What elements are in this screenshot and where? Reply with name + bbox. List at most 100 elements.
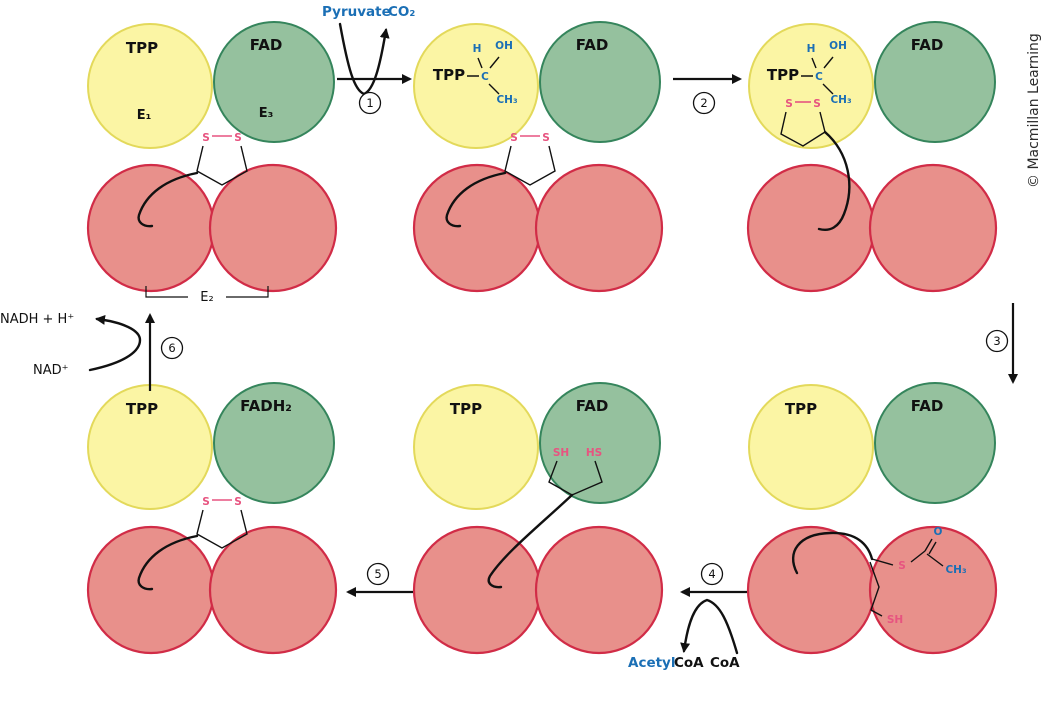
e1-tpp-circle	[748, 23, 874, 149]
step-4-number: 4	[708, 567, 715, 581]
panel-2: TPP C H OH CH₃ FAD S S	[412, 21, 664, 293]
sh-label: SH	[887, 614, 903, 626]
acetyl-thioester-bonds	[869, 538, 944, 617]
step-1-badge	[358, 91, 382, 115]
step-6-number: 6	[168, 341, 175, 355]
tpp-label: TPP	[126, 39, 158, 57]
lipoyl-arm	[137, 534, 199, 591]
co2-label: CO₂	[388, 4, 415, 20]
lipoamide-ring	[196, 145, 248, 186]
s-atom-label: S	[202, 496, 210, 508]
step-6: 6 NAD⁺ NADH + H⁺	[0, 312, 184, 391]
carbon-label: C	[815, 71, 823, 83]
tpp-label: TPP	[450, 400, 482, 418]
panel-6: TPP FADH₂ S S	[86, 382, 338, 655]
e1-tpp-circle	[413, 384, 539, 510]
fad-label: FAD	[250, 36, 283, 54]
h-label: H	[473, 43, 482, 55]
s-atom-label: S	[234, 496, 242, 508]
lipoyl-arm	[137, 171, 199, 228]
step-3: 3	[985, 303, 1018, 384]
panel-4: TPP FAD S O CH₃ SH	[746, 382, 998, 655]
lipoamide-ring	[196, 509, 248, 549]
e1-label: E₁	[137, 108, 152, 123]
e3-fad-circle	[539, 21, 661, 143]
step-1: Pyruvate CO₂ 1	[322, 4, 415, 115]
hs-label: HS	[586, 447, 602, 459]
s-atom-label: S	[542, 132, 550, 144]
step-2-badge	[692, 91, 716, 115]
fadh2-label: FADH₂	[240, 397, 292, 415]
lipoamide-ring	[504, 145, 556, 186]
hydroxyethyl-bonds	[801, 56, 834, 95]
publisher-credit: © Macmillan Learning	[1026, 33, 1042, 188]
e2-left-circle	[86, 163, 216, 293]
e2-bracket	[145, 286, 269, 298]
tpp-label: TPP	[767, 66, 799, 84]
ch3-label: CH₃	[496, 94, 517, 106]
step-5: 5	[346, 562, 413, 597]
e3-fad-circle	[213, 21, 335, 143]
step-4-badge	[700, 562, 724, 586]
lipoamide-ring	[780, 111, 826, 147]
e3-fad-circle	[539, 382, 661, 504]
lipoyl-arm	[817, 130, 851, 231]
lipoyl-arm	[445, 171, 507, 228]
s-atom-label: S	[510, 132, 518, 144]
lipoyl-arm	[791, 531, 874, 575]
coa-in-label: CoA	[710, 655, 740, 671]
step-1-number: 1	[366, 96, 373, 110]
tpp-label: TPP	[785, 400, 817, 418]
e1-tpp-circle	[748, 384, 874, 510]
tpp-label: TPP	[433, 66, 465, 84]
panel-1: S S TPP E₁ FAD E₃ E₂	[86, 21, 338, 305]
panel-5: TPP FAD SH HS	[412, 382, 664, 655]
nad-swoosh	[88, 314, 142, 372]
h-label: H	[807, 43, 816, 55]
e2-right-circle	[868, 163, 998, 293]
sh-label: SH	[553, 447, 569, 459]
ch3-label: CH₃	[830, 94, 851, 106]
oh-label: OH	[495, 40, 513, 52]
step-2: 2	[673, 74, 742, 115]
ch3-label: CH₃	[945, 564, 966, 576]
step-3-badge	[985, 329, 1009, 353]
lipoyl-arm	[487, 493, 574, 589]
e3-fad-circle	[874, 21, 996, 143]
e2-right-circle	[534, 163, 664, 293]
step-3-number: 3	[993, 334, 1000, 348]
s-atom-label: S	[234, 132, 242, 144]
e2-right-circle	[534, 525, 664, 655]
e3-label: E₃	[259, 106, 274, 121]
carbon-label: C	[481, 71, 489, 83]
e2-left-circle	[412, 525, 542, 655]
oh-label: OH	[829, 40, 847, 52]
e2-right-circle	[208, 525, 338, 655]
s-atom-label: S	[202, 132, 210, 144]
s-atom-label: S	[813, 98, 821, 110]
e1-tpp-circle	[413, 23, 539, 149]
step-5-number: 5	[374, 567, 381, 581]
fad-label: FAD	[911, 36, 944, 54]
step-5-badge	[366, 562, 390, 586]
step-2-number: 2	[700, 96, 707, 110]
e2-right-circle	[208, 163, 338, 293]
s-atom-label: S	[898, 560, 906, 572]
pyruvate-label: Pyruvate	[322, 4, 391, 20]
e2-right-circle	[868, 525, 998, 655]
pyruvate-co2-swoosh	[338, 22, 390, 96]
fad-label: FAD	[576, 397, 609, 415]
panel-3: TPP C H OH CH₃ S S FAD	[746, 21, 998, 293]
step-4: 4 Acetyl CoA CoA	[628, 562, 747, 671]
tpp-label: TPP	[126, 400, 158, 418]
e3-fad-circle	[874, 382, 996, 504]
e1-tpp-circle	[87, 23, 213, 149]
nad-label: NAD⁺	[33, 363, 69, 378]
nadh-label: NADH + H⁺	[0, 312, 74, 327]
e2-left-circle	[746, 163, 876, 293]
step-6-badge	[160, 336, 184, 360]
coa-swoosh	[680, 598, 739, 655]
e3-fadh2-circle	[213, 382, 335, 504]
